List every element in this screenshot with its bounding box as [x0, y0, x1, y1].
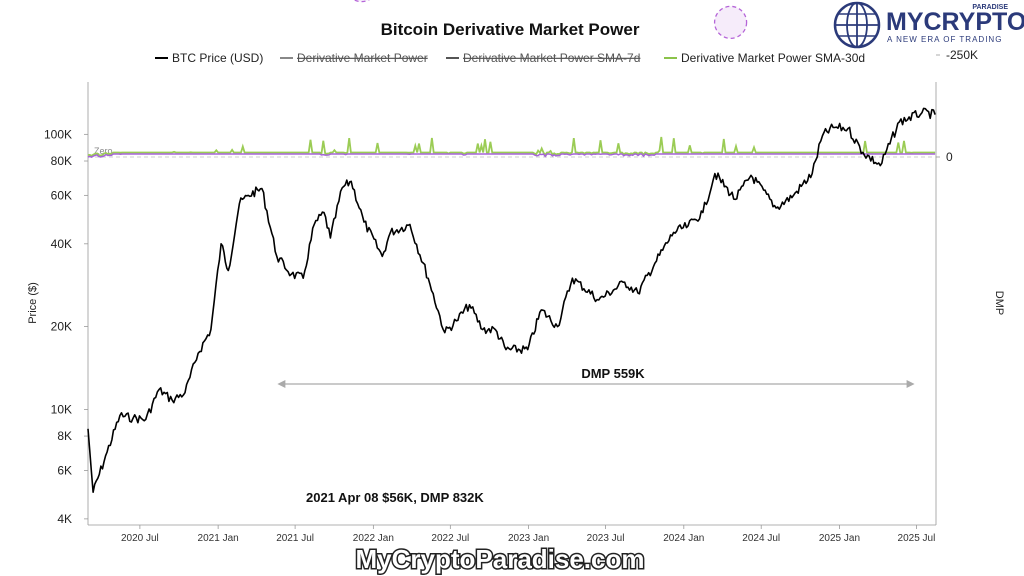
logo-sub: A NEW ERA OF TRADING: [887, 35, 1002, 44]
highlight-circle: [713, 5, 748, 40]
chart-title: Bitcoin Derivative Market Power: [381, 20, 640, 39]
x-tick-label: 2025 Jul: [898, 533, 936, 544]
logo-main: MYCRYPTO: [886, 8, 1024, 36]
sma30d-series-line: [87, 136, 936, 157]
watermark: MyCryptoParadise.com: [356, 544, 645, 574]
highlight-circle: [353, 0, 370, 3]
x-tick-label: 2023 Jul: [587, 533, 625, 544]
y-left-tick-label: 4K: [57, 512, 72, 526]
x-tick-label: 2025 Jan: [819, 533, 860, 544]
x-tick-label: 2024 Jan: [663, 533, 704, 544]
y-right-axis-label: DMP: [993, 291, 1005, 315]
y-left-axis-label: Price ($): [27, 282, 39, 324]
dmp-span-arrow: [277, 380, 915, 388]
x-tick-label: 2022 Jul: [431, 533, 469, 544]
zero-label: Zero: [94, 146, 113, 156]
x-tick-label: 2021 Jan: [198, 533, 239, 544]
btc-price-series-line: [87, 107, 936, 493]
legend-label-sma30: Derivative Market Power SMA-30d: [681, 51, 865, 65]
globe-icon: [833, 1, 881, 49]
x-tick-label: 2023 Jan: [508, 533, 549, 544]
y-left-tick-label: 10K: [51, 402, 72, 416]
y-right-tick-label: -250K: [946, 48, 978, 62]
y-left-tick-label: 40K: [51, 237, 72, 251]
legend-label-btc: BTC Price (USD): [172, 51, 263, 65]
y-right-tick-label: 0: [946, 150, 953, 164]
legend-label-dmp: Derivative Market Power: [297, 51, 428, 65]
highlight-markers: [353, 0, 748, 40]
x-tick-label: 2021 Jul: [276, 533, 314, 544]
dmp-series-line: [87, 153, 936, 159]
y-left-ticks: 100K 80K 60K 40K 20K 10K 8K 6K 4K: [44, 127, 88, 526]
legend-label-sma7: Derivative Market Power SMA-7d: [463, 51, 640, 65]
logo-tag: PARADISE: [972, 4, 1008, 11]
brand-logo: PARADISE MYCRYPTO A NEW ERA OF TRADING: [833, 1, 1024, 49]
y-left-tick-label: 100K: [44, 127, 72, 141]
x-ticks: 2020 Jul 2021 Jan 2021 Jul 2022 Jan 2022 Jul…: [121, 525, 935, 544]
y-right-ticks: 0-250K-420K-500K-750K: [936, 48, 978, 164]
x-tick-label: 2022 Jan: [353, 533, 394, 544]
x-tick-label: 2020 Jul: [121, 533, 159, 544]
legend: BTC Price (USD) Derivative Market Power …: [155, 51, 865, 65]
bottom-annotation: 2021 Apr 08 $56K, DMP 832K: [306, 490, 484, 505]
x-tick-label: 2024 Jul: [742, 533, 780, 544]
y-left-tick-label: 20K: [51, 320, 72, 334]
y-left-tick-label: 60K: [51, 188, 72, 202]
y-left-tick-label: 80K: [51, 154, 72, 168]
y-left-tick-label: 8K: [57, 429, 72, 443]
span-annotation: DMP 559K: [581, 366, 645, 381]
y-left-tick-label: 6K: [57, 463, 72, 477]
